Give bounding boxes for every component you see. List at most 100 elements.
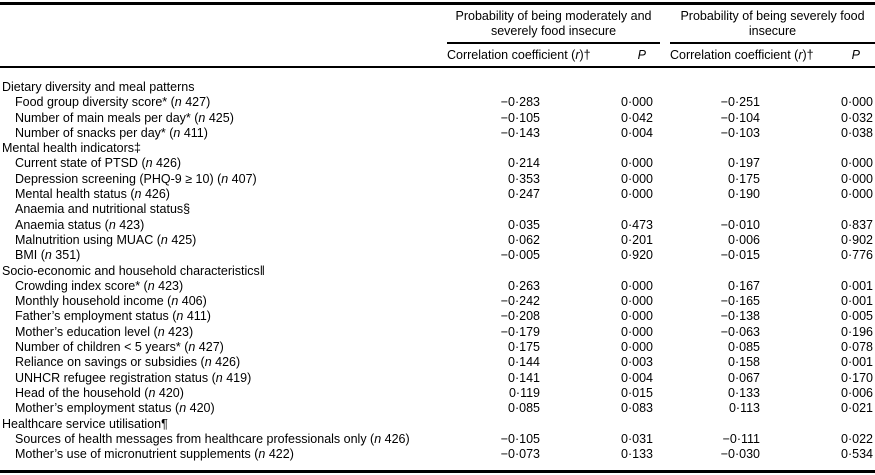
corr-value-moderate-severe	[445, 417, 620, 432]
corr-value-severe	[660, 417, 835, 432]
variable-label: Head of the household (n 420)	[15, 385, 184, 400]
corr-value-severe: 0·167	[728, 278, 760, 293]
p-value-severe	[835, 417, 875, 432]
corr-value-moderate-severe: 0·214	[508, 156, 540, 171]
table-row: Anaemia and nutritional status§	[0, 202, 875, 217]
corr-value-moderate-severe: 0·353	[508, 171, 540, 186]
variable-label: Reliance on savings or subsidies (n 426)	[15, 355, 241, 370]
table-row: Mother’s employment status (n 420) 0·085 0…	[0, 401, 875, 416]
p-value-severe: 0·038	[841, 125, 874, 140]
corr-value-moderate-severe: 0·144	[508, 355, 540, 370]
variable-label: Sources of health messages from healthca…	[15, 431, 410, 446]
corr-value-moderate-severe: 0·085	[508, 401, 540, 416]
table-row: Head of the household (n 420) 0·119 0·015 0…	[0, 386, 875, 401]
p-value-severe: 0·001	[841, 278, 874, 293]
table-row: Mother’s use of micronutrient supplement…	[0, 447, 875, 472]
table-row: Anaemia status (n 423) 0·035 0·473 −0·010 0·…	[0, 218, 875, 233]
variable-label: Mental health status (n 426)	[15, 187, 170, 202]
p-value-moderate-severe: 0·000	[621, 95, 653, 110]
corr-value-severe: 0·067	[728, 370, 760, 385]
table-row: UNHCR refugee registration status (n 419…	[0, 371, 875, 386]
corr-value-severe: −0·111	[722, 431, 760, 446]
table-row: Father’s employment status (n 411) −0·208…	[0, 309, 875, 324]
table-header: Probability of being moderately and seve…	[0, 4, 875, 68]
variable-label: Number of children < 5 years* (n 427)	[15, 340, 224, 355]
corr-value-moderate-severe: −0·005	[500, 248, 540, 263]
corr-value-moderate-severe: −0·208	[500, 309, 540, 324]
corr-value-moderate-severe: 0·062	[508, 232, 540, 247]
variable-label: Mother’s employment status (n 420)	[15, 401, 215, 416]
p-value-moderate-severe: 0·133	[621, 447, 653, 462]
corr-value-severe	[660, 67, 835, 95]
p-value-moderate-severe: 0·473	[621, 217, 653, 232]
corr-value-moderate-severe: −0·242	[500, 294, 540, 309]
corr-value-severe	[660, 264, 835, 279]
col-group-2-title: Probability of being severely food insec…	[670, 5, 875, 44]
p-value-moderate-severe: 0·920	[621, 248, 653, 263]
corr-value-severe: 0·085	[728, 340, 760, 355]
corr-value-severe: 0·190	[728, 187, 760, 202]
p-value-moderate-severe: 0·000	[621, 294, 653, 309]
variable-label: UNHCR refugee registration status (n 419…	[15, 370, 252, 385]
p-value-severe: 0·000	[841, 171, 874, 186]
corr-value-moderate-severe: −0·179	[500, 324, 540, 339]
variable-label: Mother’s education level (n 423)	[15, 324, 194, 339]
section-label: Mental health indicators‡	[2, 141, 141, 156]
variable-label: Malnutrition using MUAC (n 425)	[15, 232, 197, 247]
table-row: Mother’s education level (n 423) −0·179 0·…	[0, 325, 875, 340]
table-row: BMI (n 351) −0·005 0·920 −0·015 0·776	[0, 248, 875, 263]
variable-label: Mother’s use of micronutrient supplement…	[15, 447, 294, 462]
p-value-severe	[835, 264, 875, 279]
p-value-moderate-severe	[620, 202, 660, 217]
corr-value-severe: −0·063	[720, 324, 760, 339]
p-value-severe	[835, 202, 875, 217]
p-value-moderate-severe: 0·083	[621, 401, 653, 416]
p-value-severe	[835, 67, 875, 95]
section-label: Healthcare service utilisation¶	[2, 416, 168, 431]
p-value-severe: 0·000	[841, 156, 874, 171]
corr-value-severe: 0·006	[728, 232, 760, 247]
section-label: Anaemia and nutritional status§	[15, 202, 191, 217]
p-value-severe: 0·005	[841, 309, 874, 324]
group-header-row: Probability of being moderately and seve…	[0, 4, 875, 44]
p-value-severe: 0·534	[841, 447, 874, 462]
table-row: Current state of PTSD (n 426) 0·214 0·000 0…	[0, 156, 875, 171]
header-stub-2	[0, 44, 445, 68]
corr-value-severe: 0·113	[728, 401, 760, 416]
corr-value-moderate-severe: 0·247	[508, 187, 540, 202]
variable-label: Food group diversity score* (n 427)	[15, 95, 211, 110]
corr-value-moderate-severe: −0·105	[500, 431, 540, 446]
p-value-severe: 0·170	[841, 370, 874, 385]
variable-label: BMI (n 351)	[15, 248, 81, 263]
p-value-moderate-severe: 0·201	[621, 232, 653, 247]
corr-value-severe: 0·197	[728, 156, 760, 171]
corr-value-moderate-severe: −0·283	[500, 95, 540, 110]
corr-value-moderate-severe	[445, 141, 620, 156]
corr-value-severe: 0·175	[728, 171, 760, 186]
corr-value-severe: −0·010	[720, 217, 760, 232]
corr-value-severe	[660, 202, 835, 217]
variable-label: Monthly household income (n 406)	[15, 294, 207, 309]
p-value-moderate-severe: 0·000	[621, 171, 653, 186]
corr-value-severe: −0·015	[720, 248, 760, 263]
table-row: Number of main meals per day* (n 425) −0·…	[0, 111, 875, 126]
variable-label: Number of snacks per day* (n 411)	[15, 125, 208, 140]
corr-value-severe: −0·251	[720, 95, 760, 110]
corr-value-severe: −0·104	[720, 110, 760, 125]
p-value-moderate-severe: 0·015	[621, 385, 653, 400]
p-value-moderate-severe: 0·000	[621, 156, 653, 171]
p-value-moderate-severe: 0·000	[621, 340, 653, 355]
p-value-moderate-severe: 0·000	[621, 278, 653, 293]
p-value-moderate-severe	[620, 67, 660, 95]
p-value-moderate-severe: 0·004	[621, 370, 653, 385]
p-value-severe: 0·196	[841, 324, 874, 339]
corr-value-moderate-severe: 0·035	[508, 217, 540, 232]
corr-value-severe	[660, 141, 835, 156]
corr-value-moderate-severe: 0·119	[508, 385, 540, 400]
table-row: Dietary diversity and meal patterns	[0, 67, 875, 95]
table-row: Food group diversity score* (n 427) −0·28…	[0, 95, 875, 110]
table-row: Crowding index score* (n 423) 0·263 0·000 0…	[0, 279, 875, 294]
p-value-severe: 0·078	[841, 340, 874, 355]
corr-value-moderate-severe: 0·263	[508, 278, 540, 293]
p-value-moderate-severe: 0·003	[621, 355, 653, 370]
